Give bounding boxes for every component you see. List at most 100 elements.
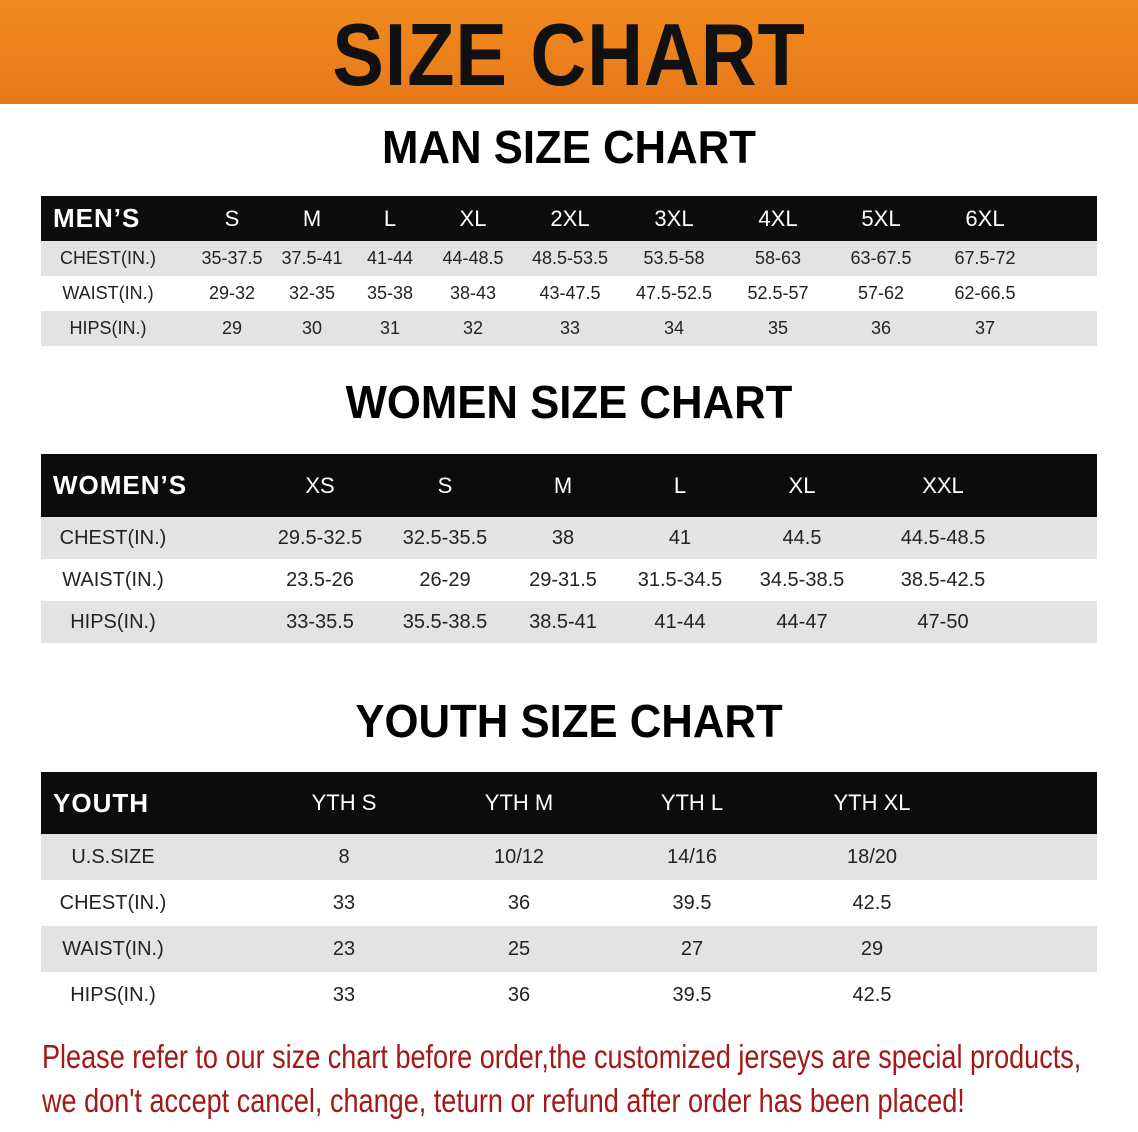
row-label: HIPS(IN.) <box>69 318 147 338</box>
table-row: CHEST(IN.) 33 36 39.5 42.5 <box>41 880 1097 926</box>
row-label: U.S.SIZE <box>71 845 155 868</box>
size-header-cell: S <box>437 472 453 498</box>
row-label: CHEST(IN.) <box>59 526 167 549</box>
table-row: U.S.SIZE 8 10/12 14/16 18/20 <box>41 834 1097 880</box>
table-cell: 42.5 <box>852 891 892 914</box>
table-cell: 27 <box>680 937 704 960</box>
table-header-row: YOUTH YTH S YTH M YTH L YTH XL <box>41 772 1097 834</box>
table-cell: 62-66.5 <box>954 283 1016 303</box>
table-cell: 29.5-32.5 <box>277 526 363 549</box>
size-header-cell: XXL <box>922 472 964 498</box>
table-cell: 38 <box>551 526 575 549</box>
table-row: WAIST(IN.) 23 25 27 29 <box>41 926 1097 972</box>
table-cell: 29-32 <box>208 283 256 303</box>
size-header-cell: XL <box>788 472 816 498</box>
size-header-cell: YTH XL <box>833 790 911 815</box>
table-cell: 41-44 <box>654 610 706 633</box>
table-cell: 23 <box>332 937 356 960</box>
table-cell: 39.5 <box>672 891 712 914</box>
table-cell: 43-47.5 <box>539 283 601 303</box>
table-cell: 42.5 <box>852 983 892 1006</box>
size-header-cell: XL <box>459 205 487 231</box>
size-header-cell: 6XL <box>965 205 1005 231</box>
table-cell: 39.5 <box>672 983 712 1006</box>
table-cell: 33 <box>332 983 356 1006</box>
table-row: HIPS(IN.) 33 36 39.5 42.5 <box>41 972 1097 1018</box>
note-line-2: we don't accept cancel, change, teturn o… <box>42 1082 965 1119</box>
table-row: CHEST(IN.) 35-37.5 37.5-41 41-44 44-48.5 48.5… <box>41 241 1097 276</box>
table-header-row: MEN’S S M L XL 2XL 3XL 4XL 5XL 6XL <box>41 196 1097 241</box>
table-cell: 36 <box>870 318 892 338</box>
table-cell: 67.5-72 <box>954 248 1016 268</box>
table-cell: 35.5-38.5 <box>402 610 488 633</box>
women-title: WOMEN SIZE CHART <box>345 376 793 428</box>
table-cell: 29 <box>860 937 884 960</box>
size-header-cell: 5XL <box>861 205 901 231</box>
size-header-cell: L <box>383 205 397 231</box>
row-label: HIPS(IN.) <box>70 610 156 633</box>
size-header-cell: YTH S <box>311 790 377 815</box>
table-cell: 38.5-42.5 <box>900 568 986 591</box>
table-header-row: WOMEN’S XS S M L XL XXL <box>41 454 1097 517</box>
table-row: HIPS(IN.) 33-35.5 35.5-38.5 38.5-41 41-44 44-… <box>41 601 1097 643</box>
table-cell: 35 <box>767 318 789 338</box>
table-cell: 37 <box>974 318 996 338</box>
table-cell: 33 <box>332 891 356 914</box>
table-cell: 44.5 <box>782 526 822 549</box>
row-label: WAIST(IN.) <box>62 937 164 960</box>
table-cell: 32-35 <box>288 283 336 303</box>
table-row: WAIST(IN.) 23.5-26 26-29 29-31.5 31.5-34.5 34… <box>41 559 1097 601</box>
table-cell: 32 <box>462 318 484 338</box>
size-header-cell: L <box>673 472 687 498</box>
table-cell: 53.5-58 <box>643 248 705 268</box>
size-header-cell: S <box>224 205 240 231</box>
table-cell: 35-37.5 <box>201 248 263 268</box>
size-header-cell: 2XL <box>550 205 590 231</box>
table-cell: 52.5-57 <box>747 283 809 303</box>
size-header-cell: YTH L <box>660 790 724 815</box>
table-cell: 31 <box>379 318 401 338</box>
table-cell: 63-67.5 <box>850 248 912 268</box>
table-cell: 47.5-52.5 <box>635 283 713 303</box>
table-cell: 8 <box>338 845 350 868</box>
banner-title: SIZE CHART <box>332 5 806 104</box>
table-title-cell: WOMEN’S <box>53 470 188 500</box>
table-cell: 44.5-48.5 <box>900 526 986 549</box>
men-title: MAN SIZE CHART <box>382 121 756 173</box>
table-cell: 36 <box>507 983 531 1006</box>
banner: SIZE CHART <box>0 0 1138 104</box>
table-cell: 33 <box>559 318 581 338</box>
table-cell: 41-44 <box>366 248 414 268</box>
note-line-1: Please refer to our size chart before or… <box>42 1038 1082 1075</box>
table-cell: 10/12 <box>493 845 545 868</box>
size-header-cell: XS <box>305 472 335 498</box>
size-header-cell: YTH M <box>484 790 554 815</box>
table-row: CHEST(IN.) 29.5-32.5 32.5-35.5 38 41 44.5 44.5… <box>41 517 1097 559</box>
size-header-cell: M <box>553 472 573 498</box>
table-cell: 48.5-53.5 <box>531 248 609 268</box>
table-cell: 44-47 <box>776 610 828 633</box>
table-cell: 35-38 <box>366 283 414 303</box>
table-cell: 38.5-41 <box>529 610 597 633</box>
table-cell: 29 <box>221 318 243 338</box>
table-cell: 37.5-41 <box>281 248 343 268</box>
table-cell: 31.5-34.5 <box>637 568 723 591</box>
table-cell: 44-48.5 <box>442 248 504 268</box>
table-cell: 47-50 <box>917 610 969 633</box>
table-cell: 57-62 <box>857 283 905 303</box>
row-label: HIPS(IN.) <box>70 983 156 1006</box>
row-label: CHEST(IN.) <box>59 891 167 914</box>
table-cell: 29-31.5 <box>529 568 597 591</box>
table-cell: 32.5-35.5 <box>402 526 488 549</box>
table-cell: 33-35.5 <box>286 610 354 633</box>
table-cell: 41 <box>668 526 692 549</box>
table-title-cell: YOUTH <box>53 787 149 818</box>
table-cell: 58-63 <box>754 248 802 268</box>
table-cell: 14/16 <box>666 845 718 868</box>
table-row: WAIST(IN.) 29-32 32-35 35-38 38-43 43-47.5 47.… <box>41 276 1097 311</box>
table-cell: 23.5-26 <box>286 568 354 591</box>
row-label: WAIST(IN.) <box>62 568 164 591</box>
table-cell: 26-29 <box>419 568 471 591</box>
table-cell: 34.5-38.5 <box>759 568 845 591</box>
youth-title: YOUTH SIZE CHART <box>355 695 783 747</box>
